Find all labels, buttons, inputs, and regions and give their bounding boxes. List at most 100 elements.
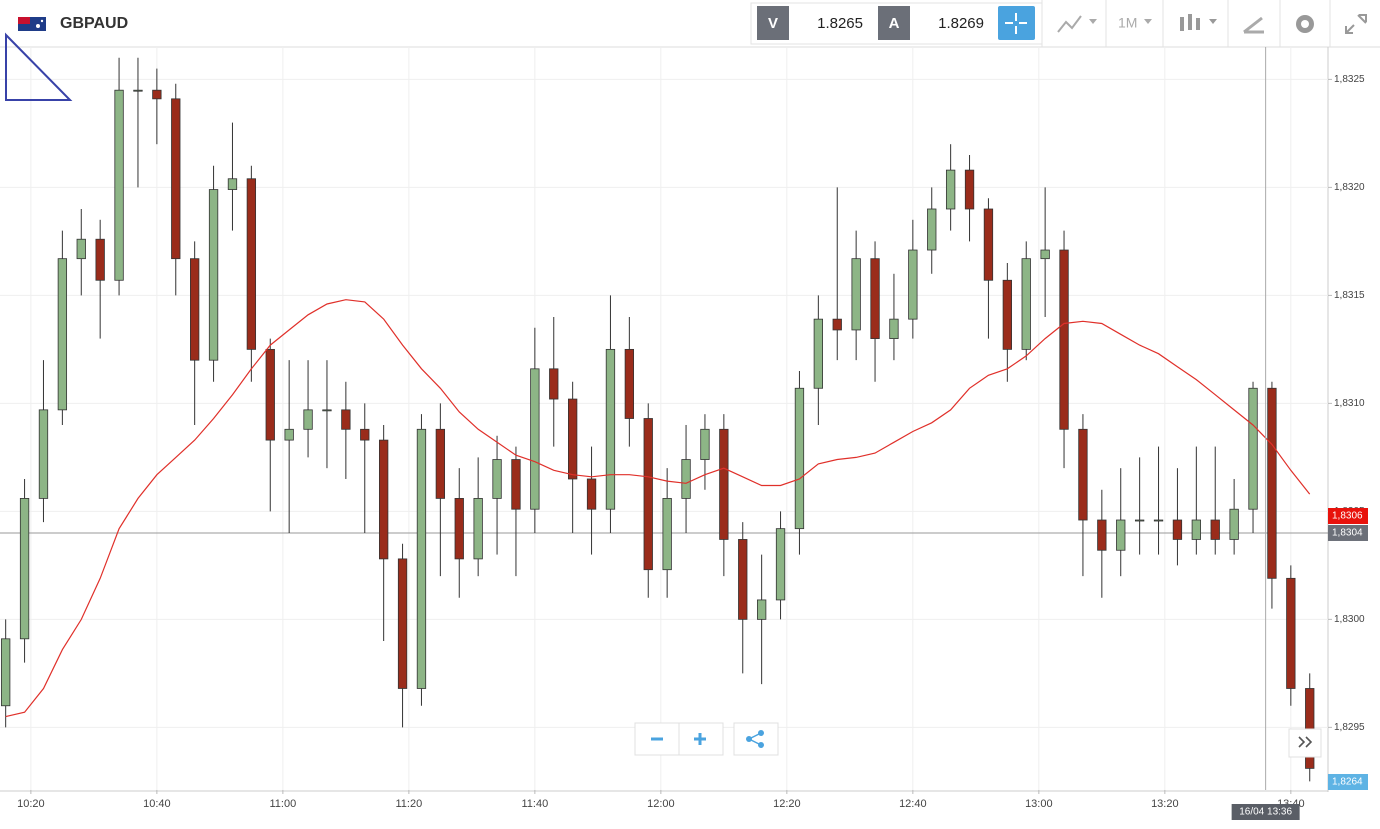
candle-body [397,558,408,689]
zoom-controls [634,722,779,756]
candle-body [171,98,181,260]
candle-body [1153,519,1164,522]
y-tick-label: 1,8320 [1334,182,1365,193]
candle-body [983,208,994,281]
candle-body [511,459,521,510]
moving-average [5,299,1311,718]
candle-body [227,178,238,190]
buy-label: A [889,15,900,32]
timeframe[interactable]: 1M [1118,15,1137,31]
candle-body [1191,519,1201,540]
candle-body [1172,519,1183,540]
last-price-badge [1328,508,1368,524]
candle-body [473,498,483,560]
y-tick-label: 1,8310 [1334,398,1365,409]
crosshair-badge [1231,804,1300,820]
candle-body [1116,519,1126,551]
price-line-badge [1328,524,1368,541]
x-tick-label: 11:40 [521,798,548,810]
x-tick-label: 12:00 [647,798,675,810]
candle-body [38,409,49,499]
tool-separators [1041,0,1331,47]
candle-body [1134,519,1145,522]
candle-body [303,409,313,430]
candle-body [1248,387,1258,510]
candle-body [908,249,918,320]
buy-price: 1.8269 [938,15,984,32]
crosshair-button[interactable] [998,6,1035,40]
candle-body [1305,688,1315,769]
candle-body [568,398,578,480]
flag [18,17,46,31]
y-tick-label: 1,8325 [1334,74,1365,85]
toolbar [0,0,1380,47]
x-tick-label: 10:40 [143,798,171,810]
candle-body [322,409,332,412]
candle-body [57,258,68,411]
candle-body [1078,428,1088,521]
candle-body [549,368,559,400]
timeframe-arrow [1144,19,1152,24]
symbol: GBPAUD [60,15,128,32]
x-tick-label: 11:20 [395,798,422,810]
share-button[interactable] [733,722,779,756]
candle-body [341,409,351,430]
buy-button[interactable] [878,6,910,40]
candle-body [492,459,502,499]
candle-body [435,428,446,499]
candle-body [775,528,786,601]
candle-body [76,238,86,260]
candle-body [794,387,805,530]
plot: 1,82951,83001,83051,83101,83151,83201,83… [0,47,1368,820]
candle-body [530,368,540,510]
bottom-price-label: 1,8264 [1332,777,1363,788]
candle-body [1286,577,1296,689]
candle-body [416,428,427,689]
candle-body [152,89,162,100]
candle-body [624,348,635,419]
candle-body [114,89,124,281]
sell-label: V [768,15,778,32]
candle-body [756,599,767,620]
candle-body [1267,387,1277,579]
y-tick-label: 1,8315 [1334,290,1365,301]
candle-body [95,238,105,281]
candle-body [927,208,937,251]
candle-body [133,89,143,92]
crosshair-label: 16/04 13:36 [1239,807,1292,818]
x-tick-label: 12:20 [773,798,801,810]
x-tick-label: 10:20 [17,798,45,810]
candle-body [1021,258,1031,350]
bottom-price-badge [1328,774,1368,790]
chart-type-button[interactable] [1180,14,1217,31]
candle-body [1,638,11,707]
candle-body [19,498,30,640]
zoom-in[interactable] [694,733,706,745]
candle-body [605,348,616,510]
candle-body [208,189,219,361]
sell-price: 1.8265 [817,15,863,32]
candle-body [813,318,823,389]
sell-button[interactable] [757,6,789,40]
candle-body [454,498,464,560]
price-line-label: 1,8304 [1332,528,1363,539]
indicator-button[interactable] [1057,15,1097,33]
candle-body [265,348,275,441]
candle-body [681,459,691,499]
candle-body [360,428,370,441]
candle-body [1229,508,1239,540]
candle-body [379,439,389,560]
candle-body [1040,249,1050,260]
settings-button[interactable] [1296,15,1314,33]
fullscreen-button[interactable] [1345,14,1367,34]
candle-body [719,428,729,540]
x-tick-label: 12:40 [899,798,927,810]
candle-body [586,478,597,510]
candle-body [1210,519,1220,540]
drawn-triangle [5,32,73,101]
draw-button[interactable] [1243,16,1264,34]
y-tick-label: 1,8300 [1334,614,1365,625]
candle-body [190,258,200,361]
scroll-end-button[interactable] [1288,728,1322,758]
